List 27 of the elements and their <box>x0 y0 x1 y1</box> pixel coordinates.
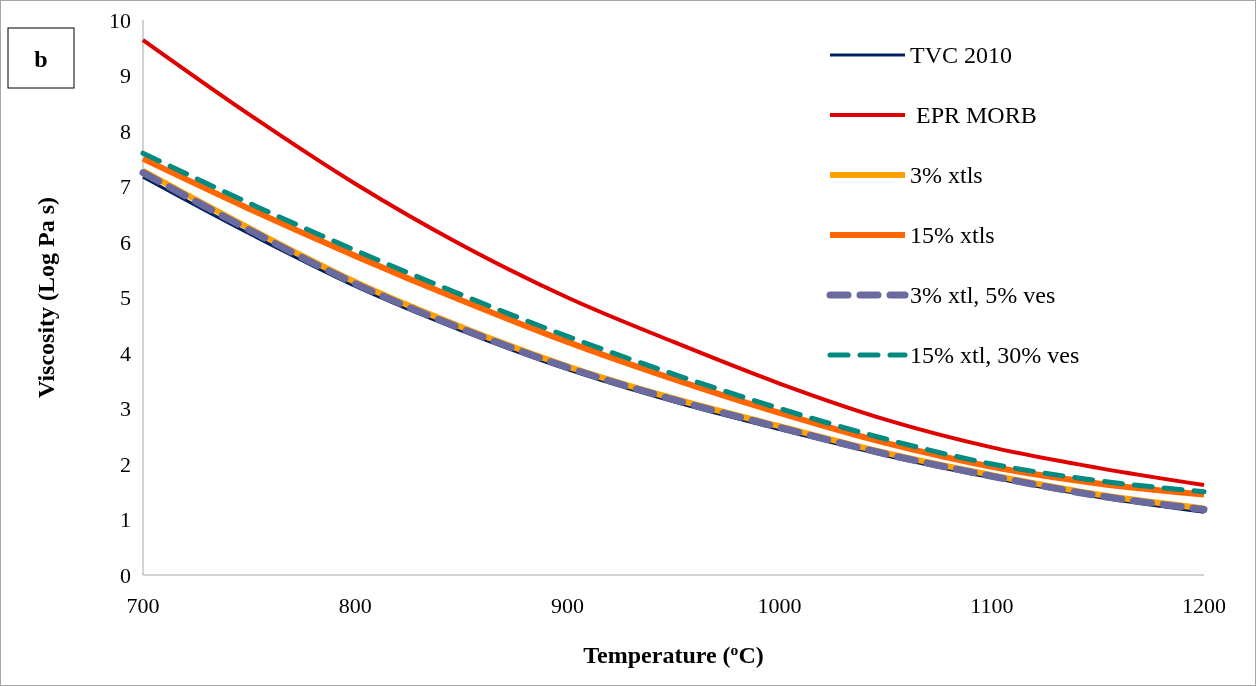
x-tick-label: 700 <box>126 593 160 618</box>
y-tick-label: 7 <box>120 174 131 200</box>
y-tick-label: 10 <box>109 7 131 33</box>
y-tick-label: 5 <box>120 285 131 311</box>
text: b <box>34 46 48 72</box>
y-tick-label: 0 <box>120 562 131 588</box>
y-tick-label: 8 <box>120 118 131 144</box>
y-tick-label: 4 <box>120 340 131 366</box>
legend-label: 3% xtl, 5% ves <box>910 282 1056 309</box>
y-tick-label: 1 <box>120 507 131 533</box>
y-axis-title: Viscosity (Log Pa s) <box>33 196 59 399</box>
x-tick-label: 800 <box>338 593 372 618</box>
y-tick-label: 9 <box>120 63 131 89</box>
x-tick-label: 900 <box>550 593 584 618</box>
line-series <box>141 37 1206 488</box>
legend-label: 15% xtl, 30% ves <box>910 342 1080 369</box>
legend-label: TVC 2010 <box>910 42 1012 69</box>
y-tick-label: 3 <box>120 396 131 422</box>
y-tick-label: 2 <box>120 451 131 477</box>
x-tick-label: 1200 <box>1182 593 1226 618</box>
legend-label: 3% xtls <box>910 162 983 189</box>
x-tick-label: 1000 <box>757 593 802 618</box>
y-tick-label: 6 <box>120 229 131 255</box>
x-axis-title: Temperature ($^{o}$C) <box>583 640 764 668</box>
legend-label: EPR MORB <box>910 102 1037 129</box>
x-tick-label: 1100 <box>970 593 1014 618</box>
legend-label: 15% xtls <box>910 222 995 249</box>
